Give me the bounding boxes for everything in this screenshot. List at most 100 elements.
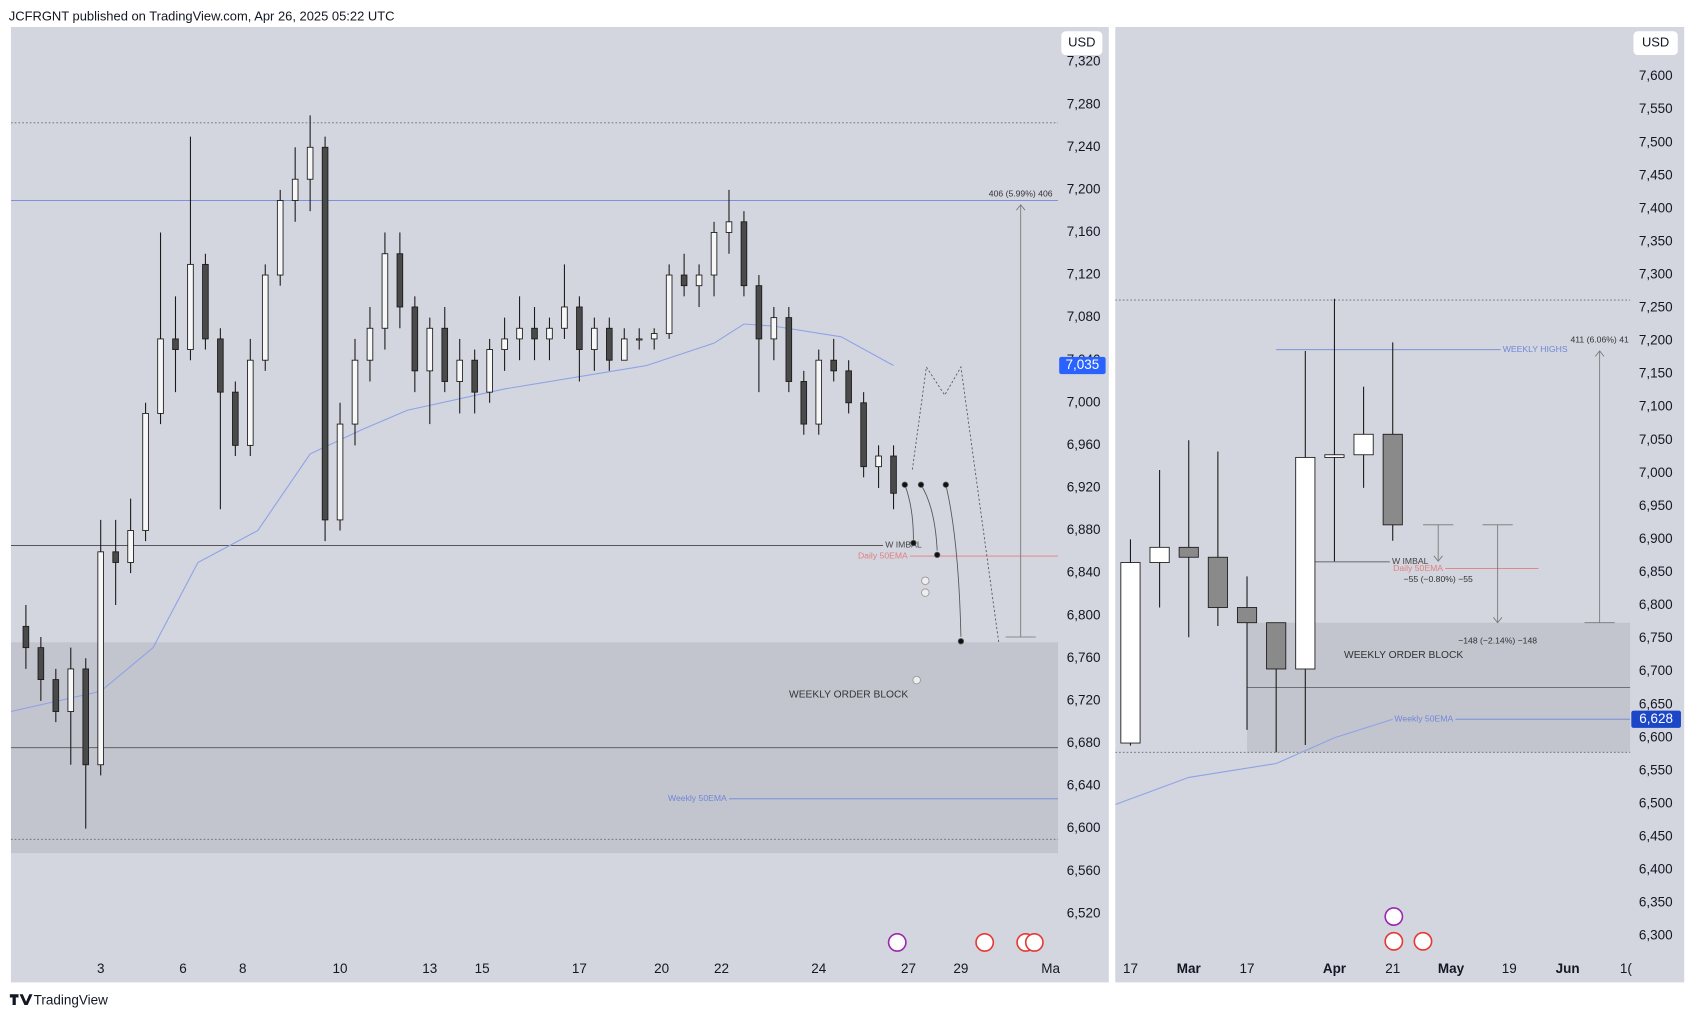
candle-body xyxy=(860,402,867,468)
candle-body xyxy=(202,263,209,340)
x-tick-label: 24 xyxy=(811,961,826,976)
candle-body xyxy=(1236,607,1258,624)
candle-body xyxy=(127,530,134,563)
y-tick-label: 6,600 xyxy=(1067,820,1101,835)
event-icon[interactable] xyxy=(975,932,995,952)
level-label: W IMBAL xyxy=(885,540,922,550)
candle-body xyxy=(546,327,553,340)
candle-body xyxy=(695,274,703,287)
candle-body xyxy=(411,306,419,372)
candle-body xyxy=(247,359,254,446)
event-icon[interactable] xyxy=(887,932,907,952)
footer-logo xyxy=(9,994,33,1006)
measure-label: 406 (5.99%) 406 xyxy=(989,188,1053,198)
currency-button[interactable] xyxy=(1061,31,1103,56)
event-icons[interactable] xyxy=(887,907,1433,952)
candle-body xyxy=(770,317,778,340)
y-tick-label: 6,680 xyxy=(1067,735,1101,750)
y-tick-label: 6,720 xyxy=(1067,692,1101,707)
logo-mark xyxy=(9,994,33,1006)
event-icon[interactable] xyxy=(1024,932,1044,952)
order-block-label: WEEKLY ORDER BLOCK xyxy=(1344,650,1463,661)
candle-body xyxy=(276,200,284,276)
level-label: W IMBAL xyxy=(1392,556,1429,566)
candle-body xyxy=(187,263,194,350)
candle-body xyxy=(755,285,763,340)
candle-body xyxy=(785,317,793,382)
y-tick-label: 7,050 xyxy=(1639,432,1673,447)
x-tick-label: 10 xyxy=(333,961,348,976)
event-icon[interactable] xyxy=(1384,907,1404,926)
candle-body xyxy=(456,359,463,382)
event-icon[interactable] xyxy=(1413,931,1433,951)
y-tick-label: 6,800 xyxy=(1639,597,1673,612)
candle-body xyxy=(82,668,90,766)
currency-label[interactable]: USD xyxy=(1068,35,1095,50)
x-tick-label: 21 xyxy=(1385,961,1400,976)
y-tick-label: 7,000 xyxy=(1639,465,1673,480)
candle-body xyxy=(591,327,598,350)
x-tick-label: 17 xyxy=(572,961,587,976)
y-tick-label: 7,400 xyxy=(1639,200,1673,215)
candle-body xyxy=(800,381,808,425)
candle-body xyxy=(890,455,897,494)
candle-body xyxy=(561,306,568,329)
candle-body xyxy=(336,423,344,521)
dot xyxy=(901,481,908,488)
y-tick-label: 6,960 xyxy=(1067,437,1101,452)
y-tick-label: 6,920 xyxy=(1067,480,1101,495)
footer: TradingView xyxy=(34,992,108,1007)
measure-arrow xyxy=(1492,617,1503,624)
candle-body xyxy=(501,338,508,350)
ema-line xyxy=(1115,718,1393,806)
arrow xyxy=(945,484,962,637)
candle-body xyxy=(232,391,239,446)
y-tick-label: 6,300 xyxy=(1639,928,1673,943)
candle-body xyxy=(1266,622,1287,670)
x-tick-label: Mar xyxy=(1177,961,1202,976)
y-tick-label: 7,300 xyxy=(1639,266,1673,281)
clock-icon xyxy=(921,576,930,585)
candle-body xyxy=(1120,562,1141,744)
candle-body xyxy=(875,455,882,468)
candle-body xyxy=(516,327,523,340)
arrow xyxy=(920,484,938,551)
candle-body xyxy=(471,359,478,393)
candle-body xyxy=(845,370,852,404)
x-tick-label: 8 xyxy=(239,961,247,976)
y-tick-label: 6,450 xyxy=(1639,828,1673,843)
y-tick-label: 7,500 xyxy=(1639,134,1673,149)
currency-button[interactable] xyxy=(1633,31,1678,56)
candle-body xyxy=(1382,433,1403,526)
y-tick-label: 6,350 xyxy=(1639,895,1673,910)
header: JCFRGNT published on TradingView.com, Ap… xyxy=(9,9,395,24)
candle-body xyxy=(261,274,269,361)
y-tick-label: 7,000 xyxy=(1067,394,1101,409)
x-tick-label: 22 xyxy=(714,961,729,976)
x-tick-label: 29 xyxy=(953,961,968,976)
measure-label: 411 (6.06%) 41 xyxy=(1570,334,1629,344)
level-label: Daily 50EMA xyxy=(1393,563,1443,573)
candle-body xyxy=(635,338,643,341)
y-tick-label: 6,880 xyxy=(1067,522,1101,537)
candle-body xyxy=(620,338,628,361)
event-icon[interactable] xyxy=(1384,931,1404,951)
last-price-label: 6,628 xyxy=(1639,711,1673,726)
x-tick-label: 3 xyxy=(97,961,105,976)
candle-body xyxy=(815,359,823,425)
y-tick-label: 6,550 xyxy=(1639,762,1673,777)
candle-body xyxy=(142,413,149,531)
candle-body xyxy=(37,647,45,681)
x-tick-label: Ma xyxy=(1041,961,1060,976)
candle-body xyxy=(830,359,837,372)
dot xyxy=(934,551,941,559)
candle-body xyxy=(1324,454,1345,458)
y-tick-label: 6,750 xyxy=(1639,630,1673,645)
candle-body xyxy=(725,221,733,233)
y-tick-label: 7,120 xyxy=(1067,267,1101,282)
currency-label[interactable]: USD xyxy=(1642,35,1669,50)
candle-body xyxy=(157,338,164,414)
y-tick-label: 7,250 xyxy=(1639,300,1673,315)
candle-body xyxy=(366,327,374,361)
